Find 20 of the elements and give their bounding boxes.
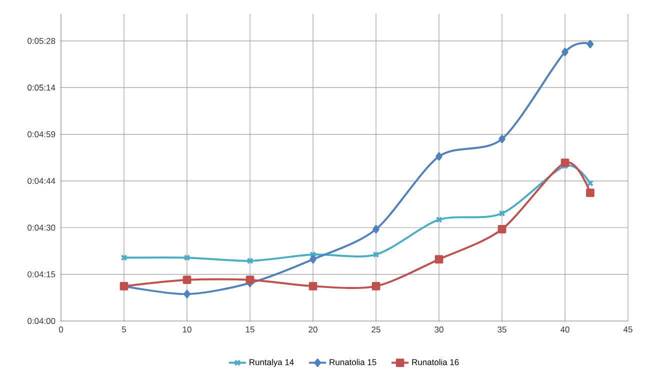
- x-tick-label: 5: [122, 326, 126, 332]
- x-tick-label: 35: [498, 326, 506, 333]
- y-tick-label: 0:04:44: [28, 178, 56, 184]
- x-tick-label: 20: [308, 326, 318, 333]
- y-tick-label: 0:05:14: [28, 84, 56, 91]
- legend-label: Runatolia 16: [412, 358, 459, 366]
- y-tick-label: 0:04:00: [28, 318, 56, 324]
- y-tick-label: 0:05:28: [28, 38, 56, 44]
- x-tick-label: 10: [182, 326, 192, 333]
- x-tick-label: 25: [372, 326, 380, 333]
- legend-label: Runatolia 15: [330, 358, 376, 366]
- y-tick-label: 0:04:15: [28, 271, 56, 278]
- x-tick-label: 40: [560, 326, 570, 333]
- x-tick-label: 0: [58, 326, 64, 333]
- y-tick-label: 0:04:59: [28, 131, 56, 138]
- x-tick-label: 45: [623, 326, 632, 332]
- x-tick-label: 15: [246, 326, 254, 332]
- legend-label: Runtalya 14: [250, 358, 294, 367]
- y-tick-label: 0:04:30: [28, 224, 56, 231]
- x-tick-label: 30: [434, 326, 444, 333]
